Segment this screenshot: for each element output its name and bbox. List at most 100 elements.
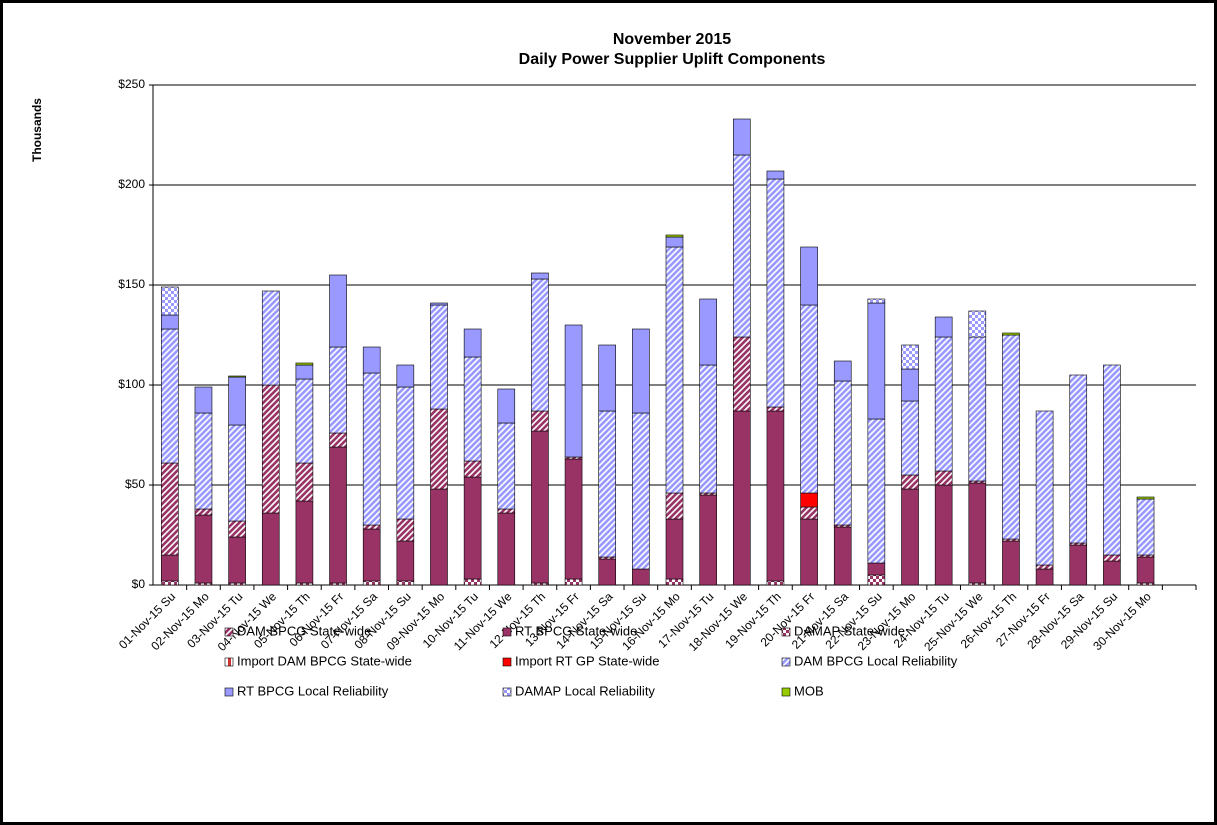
bar-segment [665, 246, 684, 494]
bar-segment [1035, 564, 1054, 570]
bar-segment [564, 578, 583, 586]
bar-segment [329, 346, 347, 434]
legend-label: MOB [794, 683, 824, 698]
bar-segment [968, 336, 987, 482]
bar-segment [261, 290, 280, 386]
bar-segment [766, 410, 785, 582]
bar-segment [430, 408, 448, 490]
bar-segment [1069, 374, 1088, 544]
y-tick-label: $0 [132, 577, 146, 591]
legend-label: RT BPCG State-wide [515, 623, 637, 638]
bar-segment [766, 580, 785, 586]
bar-segment [867, 298, 886, 304]
bar-segment [934, 470, 953, 486]
bar-segment [901, 474, 919, 490]
legend-label: Import DAM BPCG State-wide [237, 653, 412, 668]
bar-segment [295, 362, 314, 366]
bar-segment [1002, 332, 1020, 336]
bar-segment [766, 178, 785, 408]
legend-swatch [224, 687, 234, 697]
bar-segment [632, 568, 650, 586]
bar-segment [295, 378, 314, 464]
bar-segment [1136, 556, 1155, 584]
chart-subtitle: Daily Power Supplier Uplift Components [519, 51, 826, 68]
bar-segment [430, 302, 448, 306]
bar-segment [463, 328, 482, 358]
bar-segment [901, 488, 919, 586]
bar-segment [564, 458, 583, 580]
bar-segment [1136, 496, 1155, 500]
legend-label: DAMAP State-wide [794, 623, 905, 638]
bar-segment [531, 430, 549, 584]
bar-segment [362, 524, 381, 530]
bar-segment [295, 500, 314, 584]
bar-segment [261, 512, 280, 586]
legend-label: RT BPCG Local Reliability [237, 683, 389, 698]
y-tick-label: $250 [118, 77, 145, 91]
bar-segment [901, 344, 919, 370]
bar-segment [665, 518, 684, 580]
bar-segment [833, 380, 852, 526]
bar-segment [699, 494, 717, 586]
bar-segment [463, 578, 482, 586]
bar-segment [598, 558, 617, 586]
bar-segment [430, 304, 448, 410]
bar-segment [867, 302, 886, 420]
y-tick-label: $150 [118, 277, 145, 291]
bar-segment [531, 410, 549, 432]
bar-segment [833, 526, 852, 586]
bar-segment [665, 492, 684, 520]
bar-segment [632, 328, 650, 414]
bar-segment [598, 410, 617, 558]
bar-segment [329, 432, 347, 448]
bar-segment [396, 518, 415, 542]
bar-segment [901, 400, 919, 476]
legend-label: DAM BPCG Local Reliability [794, 653, 958, 668]
legend-swatch [502, 657, 512, 667]
bar-segment [800, 518, 818, 586]
bar-segment [228, 375, 246, 378]
bar-segment [1136, 498, 1155, 556]
y-tick-label: $100 [118, 377, 145, 391]
bar-segment [934, 336, 953, 472]
bar-segment [194, 514, 213, 584]
legend-swatch [502, 627, 512, 637]
bar-segment [228, 536, 246, 584]
bar-segment [867, 562, 886, 576]
y-tick-label: $50 [125, 477, 145, 491]
bar-segment [463, 356, 482, 462]
bar-segment [699, 364, 717, 494]
bar-segment [800, 506, 818, 520]
bar-segment [665, 234, 684, 238]
bar-segment [1035, 568, 1054, 586]
bar-segment [261, 384, 280, 514]
bar-segment [766, 170, 785, 180]
bar-segment [1035, 410, 1054, 566]
bar-segment [463, 460, 482, 478]
legend-swatch [781, 687, 791, 697]
legend-label: DAMAP Local Reliability [515, 683, 655, 698]
bar-segment [396, 364, 415, 388]
bar-segment [732, 118, 751, 156]
bar-segment [463, 476, 482, 580]
legend-swatch [224, 657, 234, 667]
bar-segment [934, 484, 953, 586]
legend-swatch [781, 657, 791, 667]
bar-segment [161, 580, 179, 586]
bar-segment [362, 346, 381, 374]
chart-title: November 2015 [613, 31, 731, 48]
bar-segment [329, 446, 347, 584]
bar-segment [598, 344, 617, 412]
bar-segment [362, 580, 381, 586]
bar-segment [564, 324, 583, 458]
bar-segment [396, 386, 415, 520]
bar-segment [833, 360, 852, 382]
bar-segment [800, 492, 818, 508]
legend-label: DAM BPCG State-wide [237, 623, 371, 638]
legend-swatch [781, 627, 791, 637]
bar-segment [295, 364, 314, 380]
bar-segment [934, 316, 953, 338]
legend-swatch [224, 627, 234, 637]
bar-segment [732, 410, 751, 586]
